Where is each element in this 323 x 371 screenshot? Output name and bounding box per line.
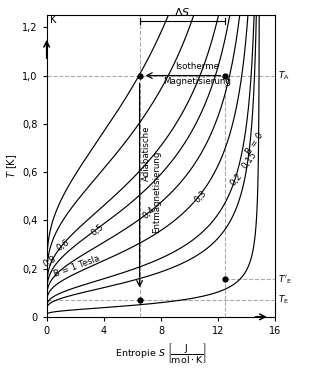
Text: 0,6: 0,6 bbox=[55, 238, 71, 253]
Text: Isotherme: Isotherme bbox=[175, 62, 219, 71]
Text: 0,8: 0,8 bbox=[41, 254, 57, 269]
Text: 0,15: 0,15 bbox=[240, 150, 259, 170]
Text: 0,2: 0,2 bbox=[229, 171, 244, 187]
Text: $T'_{\rm E}$: $T'_{\rm E}$ bbox=[277, 273, 291, 286]
X-axis label: Entropie $S$ $\left[\dfrac{\rm J}{\rm mol \cdot K}\right]$: Entropie $S$ $\left[\dfrac{\rm J}{\rm mo… bbox=[115, 341, 207, 365]
Text: 0,4: 0,4 bbox=[141, 205, 157, 221]
Text: 0,5: 0,5 bbox=[89, 222, 105, 238]
Text: Adiabatische: Adiabatische bbox=[142, 125, 151, 181]
Text: K: K bbox=[50, 15, 57, 25]
Y-axis label: $T$ [K]: $T$ [K] bbox=[5, 154, 19, 178]
Text: B = 0: B = 0 bbox=[244, 131, 265, 156]
Text: $\Delta S$: $\Delta S$ bbox=[174, 6, 191, 18]
Text: Magnetisierung: Magnetisierung bbox=[163, 77, 231, 86]
Text: $T_{\rm A}$: $T_{\rm A}$ bbox=[277, 69, 289, 82]
Text: 0,3: 0,3 bbox=[193, 188, 208, 204]
Text: Entmagnetisierung: Entmagnetisierung bbox=[152, 150, 161, 233]
Text: B = 1 Tesla: B = 1 Tesla bbox=[52, 254, 101, 279]
Text: $T_{\rm E}$: $T_{\rm E}$ bbox=[277, 294, 289, 306]
